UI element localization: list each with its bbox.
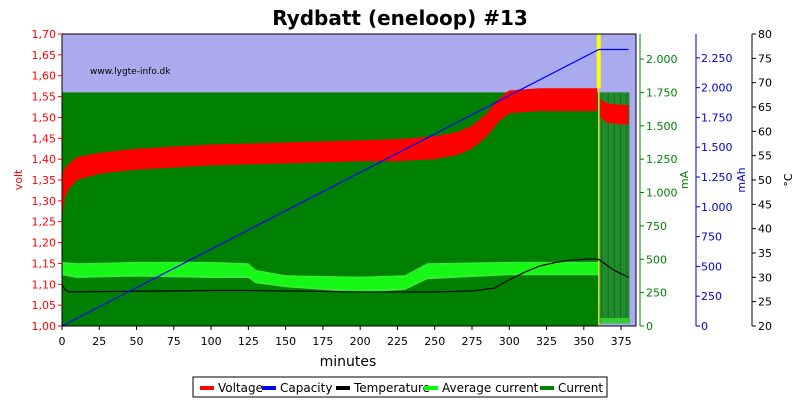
temp-tick-label: 30 xyxy=(758,271,772,284)
x-tick-label: 175 xyxy=(312,335,333,348)
x-tick-label: 150 xyxy=(275,335,296,348)
mah-tick-label: 750 xyxy=(701,231,722,244)
volt-tick-label: 1,20 xyxy=(32,237,57,250)
ma-tick-label: 500 xyxy=(646,253,667,266)
temp-tick-label: 55 xyxy=(758,150,772,163)
volt-tick-label: 1,10 xyxy=(32,278,57,291)
voltage-band xyxy=(62,88,598,218)
capacity-line xyxy=(61,48,629,327)
volt-tick-label: 1,40 xyxy=(32,153,57,166)
temp-tick-label: 40 xyxy=(758,223,772,236)
ma-axis-title: mA xyxy=(678,170,691,189)
x-tick-label: 225 xyxy=(387,335,408,348)
temp-tick-label: 25 xyxy=(758,296,772,309)
x-axis-title: minutes xyxy=(320,354,377,370)
temp-tick-label: 80 xyxy=(758,28,772,41)
mah-tick-label: 1.750 xyxy=(701,111,733,124)
ma-tick-label: 2.000 xyxy=(646,53,678,66)
volt-tick-label: 1,35 xyxy=(32,174,57,187)
volt-tick-label: 1,00 xyxy=(32,320,57,333)
x-tick-label: 200 xyxy=(350,335,371,348)
ma-tick-label: 0 xyxy=(646,320,653,333)
temp-tick-label: 65 xyxy=(758,101,772,114)
volt-tick-label: 1,50 xyxy=(32,111,57,124)
legend-label: Voltage xyxy=(218,381,263,395)
ma-tick-label: 1.500 xyxy=(646,120,678,133)
legend: Voltage Capacity Temperature Average curren… xyxy=(192,376,608,398)
volt-tick-label: 1,30 xyxy=(32,195,57,208)
x-tick-label: 350 xyxy=(573,335,594,348)
legend-label: Capacity xyxy=(280,381,332,395)
mah-tick-label: 1.000 xyxy=(701,201,733,214)
volt-tick-label: 1,25 xyxy=(32,216,57,229)
temp-tick-label: 60 xyxy=(758,125,772,138)
temp-tick-label: 75 xyxy=(758,52,772,65)
temp-tick-label: 50 xyxy=(758,174,772,187)
voltage-rest-band xyxy=(600,98,629,125)
mah-tick-label: 500 xyxy=(701,260,722,273)
mah-tick-label: 2.000 xyxy=(701,82,733,95)
x-tick-label: 250 xyxy=(424,335,445,348)
ma-tick-label: 1.250 xyxy=(646,153,678,166)
x-tick-label: 75 xyxy=(167,335,181,348)
volt-tick-label: 1,70 xyxy=(32,28,57,41)
volt-tick-label: 1,55 xyxy=(32,91,57,104)
x-tick-label: 0 xyxy=(59,335,66,348)
ma-tick-label: 1.750 xyxy=(646,86,678,99)
axes: 0 25 50 75 100 125 150 175 200 225 250 275 300 325 350… xyxy=(32,28,773,348)
temp-axis-title: °C xyxy=(782,173,795,187)
legend-label: Temperature xyxy=(353,381,430,395)
x-tick-label: 100 xyxy=(201,335,222,348)
current-pulse-floor xyxy=(600,317,631,324)
ma-tick-label: 750 xyxy=(646,220,667,233)
volt-tick-label: 1,45 xyxy=(32,132,57,145)
x-tick-label: 325 xyxy=(536,335,557,348)
mah-axis-title: mAh xyxy=(735,167,748,192)
temp-tick-label: 45 xyxy=(758,198,772,211)
legend-label: Current xyxy=(558,381,603,395)
temperature-line xyxy=(61,258,629,293)
volt-tick-label: 1,60 xyxy=(32,70,57,83)
mah-tick-label: 1.250 xyxy=(701,171,733,184)
ma-tick-label: 250 xyxy=(646,287,667,300)
x-tick-label: 300 xyxy=(499,335,520,348)
x-tick-label: 375 xyxy=(611,335,632,348)
x-tick-label: 275 xyxy=(462,335,483,348)
mah-tick-label: 250 xyxy=(701,290,722,303)
legend-box xyxy=(192,376,608,398)
ma-tick-label: 1.000 xyxy=(646,187,678,200)
volt-tick-label: 1,15 xyxy=(32,257,57,270)
temp-tick-label: 70 xyxy=(758,77,772,90)
plot-area xyxy=(61,34,636,327)
volt-tick-label: 1,05 xyxy=(32,299,57,312)
x-tick-label: 25 xyxy=(92,335,106,348)
x-tick-label: 50 xyxy=(130,335,144,348)
volt-axis-title: volt xyxy=(12,169,25,190)
watermark-text: www.lygte-info.dk xyxy=(90,67,171,77)
chart-title: Rydbatt (eneloop) #13 xyxy=(272,6,528,30)
mah-tick-label: 0 xyxy=(701,320,708,333)
mah-tick-label: 1.500 xyxy=(701,141,733,154)
temp-tick-label: 35 xyxy=(758,247,772,260)
legend-label: Average current xyxy=(442,381,539,395)
volt-tick-label: 1,65 xyxy=(32,49,57,62)
x-tick-label: 125 xyxy=(238,335,259,348)
temp-tick-label: 20 xyxy=(758,320,772,333)
mah-tick-label: 2.250 xyxy=(701,52,733,65)
